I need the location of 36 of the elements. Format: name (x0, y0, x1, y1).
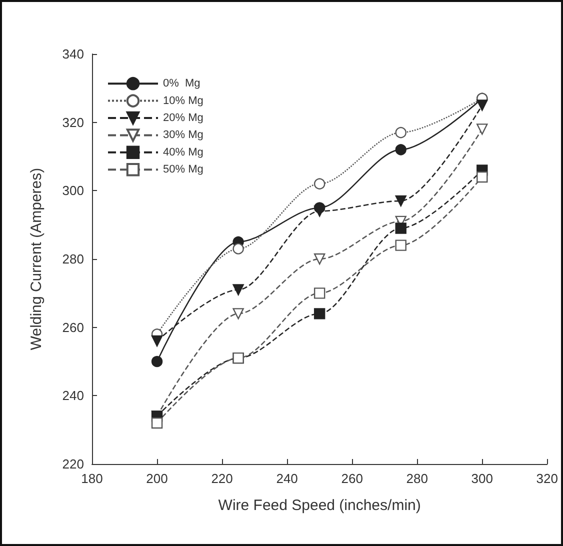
point (151, 335, 163, 347)
y-tick-label: 240 (62, 388, 84, 404)
x-axis-title: Wire Feed Speed (inches/min) (218, 497, 421, 514)
y-tick-label: 220 (62, 456, 84, 472)
y-tick-label: 280 (62, 252, 84, 266)
y-tick-label: 320 (62, 114, 84, 130)
y-tick-label: 340 (62, 46, 84, 62)
point (395, 144, 406, 156)
y-axis-title: Welding Current (Amperes) (28, 168, 45, 350)
x-tick-label: 320 (536, 471, 558, 486)
point (314, 308, 326, 320)
y-tick-label: 260 (62, 320, 84, 335)
point (476, 100, 488, 111)
x-tick-label: 260 (341, 471, 363, 486)
legend-label: 40% Mg (163, 146, 204, 158)
point (476, 171, 488, 183)
point (232, 243, 244, 254)
legend-label: 30% Mg (163, 129, 204, 142)
x-tick-label: 180 (81, 471, 103, 486)
x-tick-label: 240 (276, 471, 298, 486)
x-tick-label: 300 (471, 471, 493, 486)
x-tick-label: 280 (406, 471, 428, 486)
y-tick-label: 300 (62, 183, 84, 198)
legend-label: 50% Mg (163, 164, 204, 176)
point (314, 288, 326, 299)
legend-label: 20% Mg (163, 112, 204, 124)
point (232, 284, 244, 296)
x-tick-label: 200 (146, 471, 168, 486)
legend-label: 0% Mg (163, 78, 200, 90)
point (151, 356, 163, 368)
point (395, 222, 406, 234)
point (151, 417, 163, 429)
x-tick-label: 220 (211, 471, 233, 486)
legend-label: 10% Mg (163, 94, 204, 107)
point (314, 206, 326, 217)
point (395, 195, 406, 207)
